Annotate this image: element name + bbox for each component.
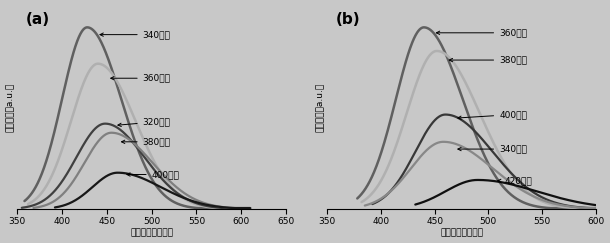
Text: 360纳米: 360纳米 — [111, 74, 171, 83]
X-axis label: 激发波长（纳米）: 激发波长（纳米） — [440, 228, 483, 237]
Text: 320纳米: 320纳米 — [118, 117, 171, 127]
Text: 380纳米: 380纳米 — [121, 137, 171, 146]
Text: 340纳米: 340纳米 — [100, 30, 171, 39]
Text: 400纳米: 400纳米 — [458, 110, 527, 119]
Text: 420纳米: 420纳米 — [498, 176, 533, 185]
Text: 380纳米: 380纳米 — [449, 56, 527, 65]
Text: 340纳米: 340纳米 — [458, 145, 527, 154]
Y-axis label: 荧光强度（a.u.）: 荧光强度（a.u.） — [5, 83, 15, 132]
Text: (b): (b) — [336, 12, 360, 27]
Y-axis label: 荧光强度（a.u.）: 荧光强度（a.u.） — [315, 83, 325, 132]
Text: 400纳米: 400纳米 — [127, 170, 179, 179]
Text: (a): (a) — [26, 12, 49, 27]
X-axis label: 激发波长（纳米）: 激发波长（纳米） — [130, 228, 173, 237]
Text: 360纳米: 360纳米 — [436, 28, 527, 37]
